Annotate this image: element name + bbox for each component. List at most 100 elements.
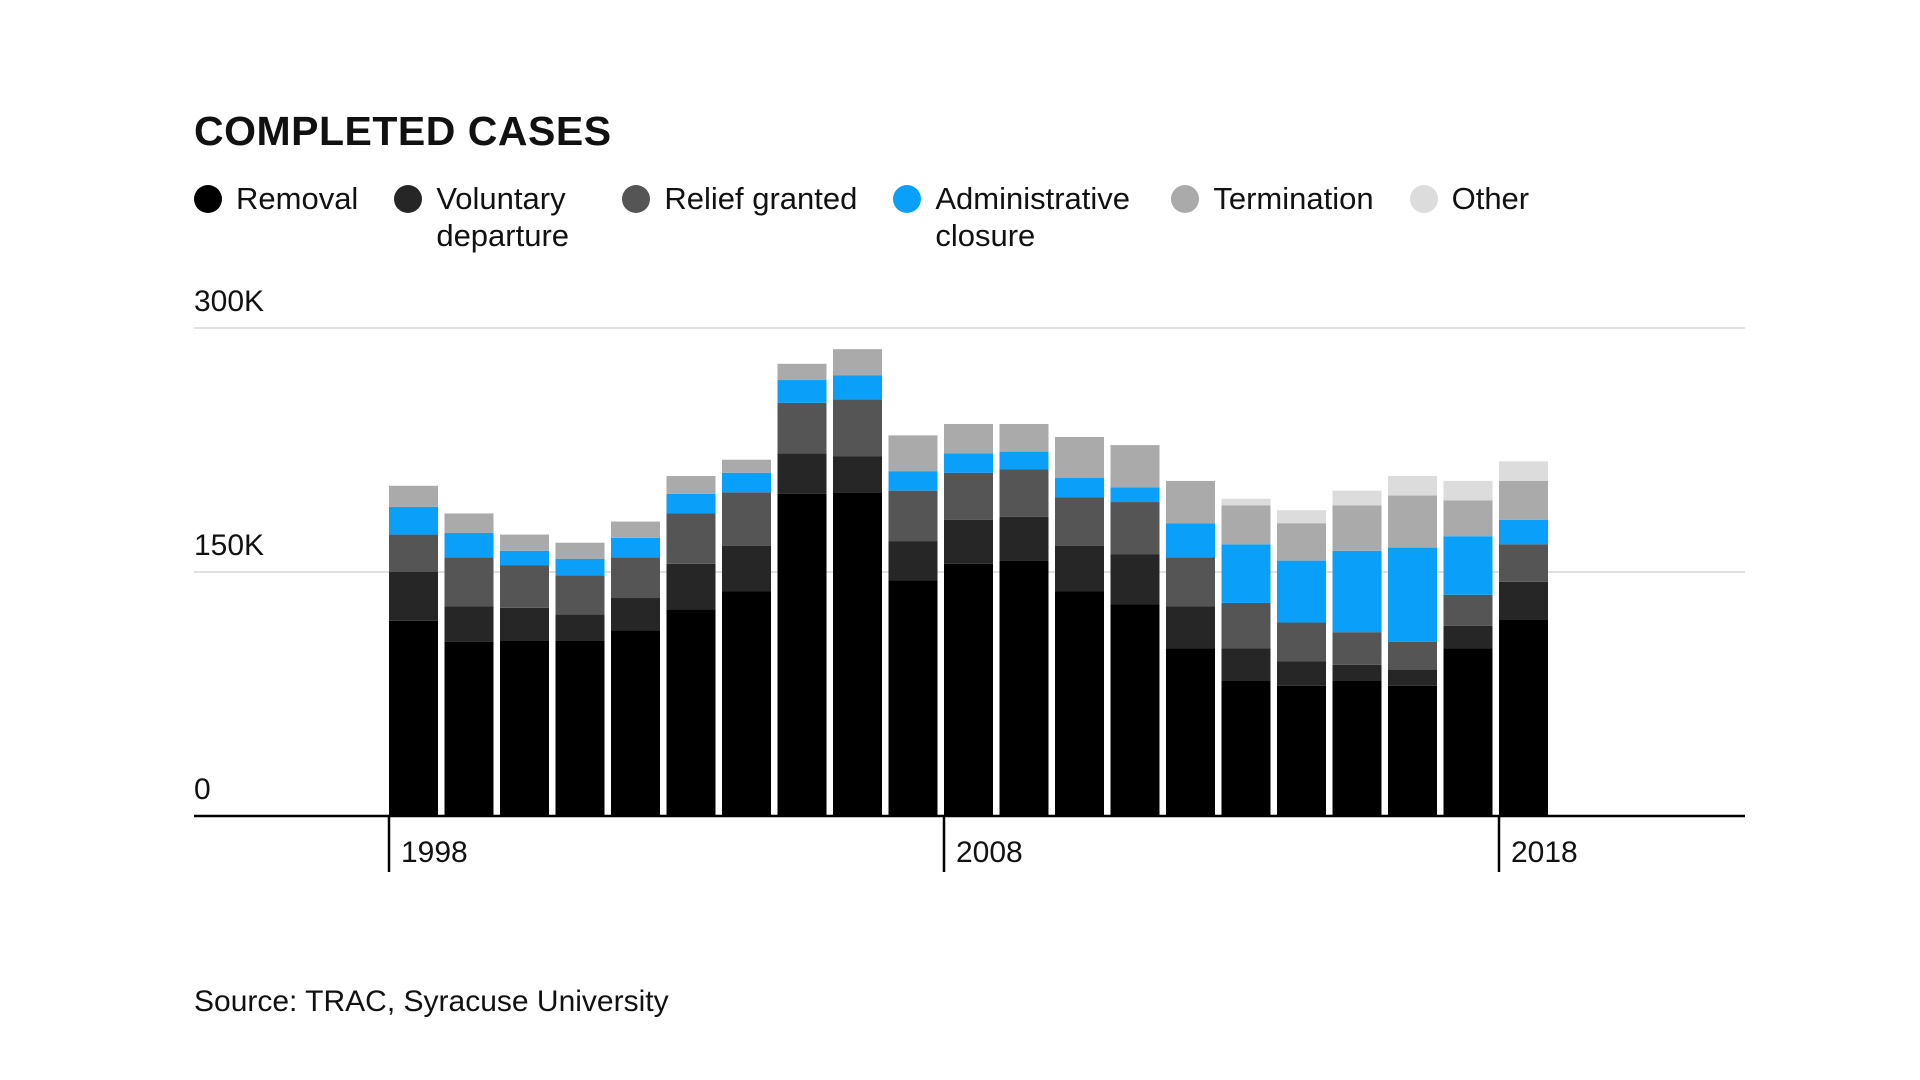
- bar-segment-removal: [944, 563, 993, 816]
- bar-segment-relief-granted: [1055, 497, 1104, 546]
- bar-segment-voluntary-departure: [389, 572, 438, 621]
- bar-segment-removal: [1499, 619, 1548, 816]
- bar-segment-termination: [444, 513, 494, 533]
- x-tick-label: 1998: [401, 836, 468, 869]
- bar-segment-voluntary-departure: [777, 453, 827, 494]
- x-tick-label: 2008: [956, 836, 1023, 869]
- bar-segment-termination: [500, 534, 549, 551]
- bar-segment-voluntary-departure: [833, 456, 882, 493]
- legend-dot-removal: [194, 185, 222, 213]
- bar-segment-administrative-closure: [1443, 536, 1493, 595]
- bar-segment-termination: [944, 423, 993, 454]
- bar-segment-voluntary-departure: [500, 607, 549, 641]
- bar-segment-administrative-closure: [500, 550, 549, 566]
- y-tick-label: 300K: [194, 285, 264, 318]
- bar-segment-relief-granted: [888, 490, 938, 542]
- bar-segment-administrative-closure: [444, 532, 494, 558]
- bar-segment-removal: [611, 630, 660, 816]
- bar-segment-removal: [1388, 685, 1437, 816]
- bar-segment-removal: [1332, 680, 1382, 816]
- bar-segment-termination: [1221, 505, 1271, 545]
- bar-segment-termination: [1277, 523, 1326, 561]
- legend-item-removal: Removal: [194, 180, 358, 254]
- legend-item-other: Other: [1409, 180, 1530, 254]
- bar-segment-voluntary-departure: [1055, 545, 1104, 592]
- bar-segment-termination: [555, 542, 605, 559]
- bar-segment-termination: [666, 476, 716, 494]
- bar-segment-removal: [1221, 680, 1271, 816]
- bar-segment-termination: [1055, 436, 1104, 478]
- bar-segment-administrative-closure: [1166, 523, 1215, 558]
- bar-segment-voluntary-departure: [1277, 661, 1326, 686]
- legend-dot-administrative-closure: [893, 185, 922, 213]
- bar-segment-administrative-closure: [611, 537, 660, 558]
- bar-segment-removal: [666, 609, 716, 816]
- bar-segment-relief-granted: [500, 565, 549, 608]
- bar-segment-voluntary-departure: [444, 606, 494, 642]
- bar-segment-relief-granted: [722, 492, 771, 546]
- bar-segment-removal: [1277, 685, 1326, 816]
- legend-dot-voluntary-departure: [394, 185, 423, 213]
- bar-segment-relief-granted: [1443, 594, 1493, 626]
- bar-segment-relief-granted: [611, 557, 660, 599]
- legend-item-voluntary-departure: Voluntary departure: [394, 180, 586, 254]
- bar-segment-removal: [722, 591, 771, 816]
- bar-segment-relief-granted: [1110, 502, 1160, 555]
- bar-segment-relief-granted: [1388, 641, 1437, 670]
- bar-segment-voluntary-departure: [666, 563, 716, 610]
- bar-segment-removal: [777, 493, 827, 816]
- bar-segment-termination: [611, 521, 660, 538]
- bar-segment-termination: [833, 349, 882, 376]
- y-tick-label: 150K: [194, 529, 264, 562]
- bar-segment-voluntary-departure: [1166, 606, 1215, 649]
- legend-label-termination: Termination: [1213, 181, 1374, 216]
- bar-segment-removal: [999, 560, 1049, 816]
- bar-segment-administrative-closure: [666, 493, 716, 514]
- bar-segment-relief-granted: [1221, 602, 1271, 649]
- bar-segment-administrative-closure: [1055, 477, 1104, 498]
- legend-item-termination: Termination: [1171, 180, 1374, 254]
- bar-segment-voluntary-departure: [944, 519, 993, 564]
- bar-segment-other: [1221, 498, 1271, 506]
- bar-segment-relief-granted: [444, 557, 494, 607]
- bar-segment-administrative-closure: [1332, 550, 1382, 633]
- legend-item-administrative-closure: Administrative closure: [893, 180, 1135, 254]
- bar-segment-voluntary-departure: [1443, 625, 1493, 649]
- bar-segment-relief-granted: [777, 402, 827, 454]
- bar-segment-voluntary-departure: [1499, 581, 1548, 620]
- bar-segment-administrative-closure: [722, 472, 771, 493]
- bar-segment-relief-granted: [1277, 622, 1326, 662]
- bar-segment-relief-granted: [833, 399, 882, 457]
- bar-segment-voluntary-departure: [1221, 648, 1271, 681]
- bar-segment-voluntary-departure: [999, 516, 1049, 561]
- bar-segment-removal: [555, 640, 605, 816]
- legend-label-other: Other: [1451, 181, 1530, 216]
- chart-title: COMPLETED CASES: [194, 108, 612, 154]
- bar-segment-other: [1277, 510, 1326, 524]
- bar-segment-other: [1499, 461, 1548, 481]
- bar-segment-termination: [1332, 505, 1382, 551]
- bar-segment-voluntary-departure: [722, 545, 771, 592]
- legend: Removal Voluntary departure Relief grant…: [194, 180, 1565, 254]
- legend-dot-termination: [1171, 185, 1200, 213]
- bar-segment-removal: [1110, 604, 1160, 816]
- bar-segment-relief-granted: [1332, 632, 1382, 665]
- bar-segment-removal: [1055, 591, 1104, 816]
- source-note: Source: TRAC, Syracuse University: [194, 985, 669, 1018]
- bar-segment-termination: [389, 485, 438, 507]
- bar-segment-other: [1332, 490, 1382, 506]
- bar-segment-administrative-closure: [833, 375, 882, 400]
- bar-segment-removal: [444, 641, 494, 816]
- bar-segment-administrative-closure: [1110, 487, 1160, 503]
- legend-dot-other: [1409, 185, 1438, 213]
- bar-segment-other: [1388, 476, 1437, 496]
- bar-segment-termination: [999, 423, 1049, 452]
- legend-item-relief-granted: Relief granted: [622, 180, 857, 254]
- bar-segment-administrative-closure: [389, 506, 438, 535]
- y-tick-label: 0: [194, 773, 211, 806]
- bar-segment-termination: [1110, 445, 1160, 488]
- bar-segment-termination: [1166, 480, 1215, 524]
- bar-segment-relief-granted: [555, 575, 605, 615]
- bar-segment-other: [1443, 480, 1493, 501]
- bar-segment-removal: [888, 580, 938, 816]
